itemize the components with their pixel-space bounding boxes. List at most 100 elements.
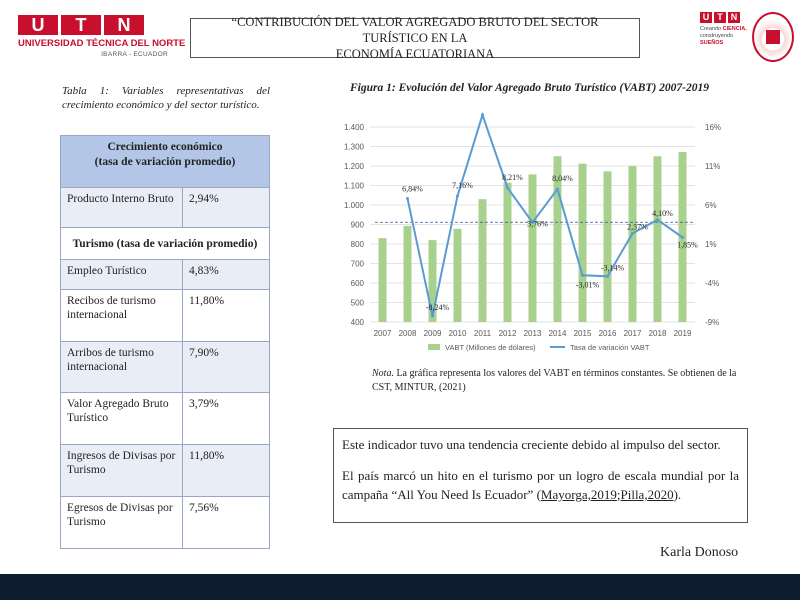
small-letter-t: T <box>714 12 726 23</box>
university-name: UNIVERSIDAD TÉCNICA DEL NORTE <box>18 38 186 49</box>
row-value: 3,79% <box>182 392 270 445</box>
row-value: 7,90% <box>182 341 270 393</box>
rate-point <box>631 231 634 235</box>
table-row: Egresos de Divisas por Turismo 7,56% <box>60 496 270 549</box>
vabt-bar <box>553 156 562 322</box>
right-tick-label: -9% <box>705 318 719 327</box>
right-tick-label: 6% <box>705 201 717 210</box>
vabt-bar <box>528 174 537 322</box>
x-tick-label: 2016 <box>599 329 617 338</box>
right-tick-label: 1% <box>705 240 717 249</box>
rate-point <box>606 274 609 278</box>
chart-legend: VABT (Millones de dólares) Tasa de variac… <box>428 343 650 352</box>
summary-textbox: Este indicador tuvo una tendencia crecie… <box>333 428 748 523</box>
seal-emblem-icon <box>766 30 780 44</box>
note-label: Nota. <box>372 368 394 379</box>
left-tick-label: 500 <box>351 299 365 308</box>
rate-data-label: 8,21% <box>502 173 523 182</box>
small-letter-u: U <box>700 12 712 23</box>
table-row: Ingresos de Divisas por Turismo 11,80% <box>60 444 270 497</box>
x-tick-label: 2008 <box>399 329 417 338</box>
x-tick-label: 2014 <box>549 329 567 338</box>
row-label: Recibos de turismo internacional <box>60 289 183 342</box>
right-tick-label: 16% <box>705 123 721 132</box>
table-subheader: Turismo (tasa de variación promedio) <box>60 227 270 260</box>
x-tick-label: 2012 <box>499 329 517 338</box>
x-tick-label: 2018 <box>649 329 667 338</box>
row-label: Arribos de turismo internacional <box>60 341 183 393</box>
left-tick-label: 900 <box>351 221 365 230</box>
x-tick-label: 2007 <box>374 329 392 338</box>
legend-bar-swatch <box>428 344 440 350</box>
left-tick-label: 1.400 <box>344 123 365 132</box>
note-text: La gráfica representa los valores del VA… <box>372 368 737 393</box>
left-tick-label: 800 <box>351 240 365 249</box>
rate-point <box>581 273 584 277</box>
rate-point <box>681 235 684 239</box>
utn-logo-left: U T N UNIVERSIDAD TÉCNICA DEL NORTE IBAR… <box>18 15 186 65</box>
utn-letter-t: T <box>61 15 101 35</box>
rate-point <box>431 314 434 318</box>
x-tick-label: 2009 <box>424 329 442 338</box>
row-label: Ingresos de Divisas por Turismo <box>60 444 183 497</box>
vabt-bar <box>628 166 637 322</box>
legend-line-label: Tasa de variación VABT <box>570 343 650 352</box>
small-letter-n: N <box>728 12 740 23</box>
table-caption: Tabla 1: Variables representativas del c… <box>62 85 270 111</box>
right-tick-label: 11% <box>705 162 720 171</box>
chart-bars <box>378 151 687 322</box>
x-tick-label: 2017 <box>624 329 642 338</box>
x-tick-label: 2010 <box>449 329 467 338</box>
vabt-bar <box>403 225 412 322</box>
rate-point <box>506 186 509 190</box>
rate-data-label: 8,04% <box>552 174 573 183</box>
table-header-line1: Crecimiento económico <box>107 141 223 153</box>
utn-logo-mark: U T N <box>18 15 168 35</box>
figure-note: Nota. La gráfica representa los valores … <box>372 367 737 395</box>
rate-point <box>406 196 409 200</box>
chart-data-labels: 6,84%-8,24%7,16%17,55%8,21%3,76%8,04%-3,… <box>402 173 698 312</box>
utn-logo-right: U T N Creando CIENCIA, construyendo SUEÑ… <box>700 12 795 67</box>
left-tick-label: 700 <box>351 260 365 269</box>
variables-table: Crecimiento económico (tasa de variación… <box>60 135 270 549</box>
summary-paragraph-1: Este indicador tuvo una tendencia crecie… <box>342 437 721 452</box>
chart-rate-line <box>406 112 684 318</box>
left-tick-label: 400 <box>351 318 365 327</box>
vabt-bar <box>453 228 462 322</box>
vabt-bar <box>603 171 612 322</box>
rate-data-label: 7,16% <box>452 181 473 190</box>
left-tick-label: 600 <box>351 279 365 288</box>
left-tick-label: 1.300 <box>344 143 365 152</box>
slide-title-line1: “CONTRIBUCIÓN DEL VALOR AGREGADO BRUTO D… <box>231 15 599 45</box>
rate-data-label: -8,24% <box>426 303 450 312</box>
x-tick-label: 2019 <box>674 329 692 338</box>
chart-axes: 400 500 600 700 800 900 1.000 1.100 1.200 1.300 1.… <box>344 123 721 338</box>
summary-paragraph-2: El país marcó un hito en el turismo por … <box>342 468 739 502</box>
rate-data-label: 6,84% <box>402 184 423 193</box>
citation-mayorga: Mayorga,2019 <box>540 487 617 502</box>
rate-data-label: 3,76% <box>527 219 548 228</box>
row-label: Egresos de Divisas por Turismo <box>60 496 183 549</box>
row-label: Empleo Turístico <box>60 259 183 290</box>
right-tick-label: -4% <box>705 279 719 288</box>
left-tick-label: 1.100 <box>344 182 365 191</box>
university-place: IBARRA - ECUADOR <box>101 51 168 58</box>
rate-point <box>481 113 484 117</box>
legend-bar-label: VABT (Millones de dólares) <box>445 343 536 352</box>
table-row: Empleo Turístico 4,83% <box>60 259 270 290</box>
footer-bar <box>0 574 800 600</box>
table-row: Recibos de turismo internacional 11,80% <box>60 289 270 342</box>
row-value: 4,83% <box>182 259 270 290</box>
utn-letter-n: N <box>104 15 144 35</box>
row-value: 11,80% <box>182 444 270 497</box>
x-tick-label: 2011 <box>474 329 492 338</box>
vabt-bar <box>478 199 487 322</box>
utn-small-mark: U T N <box>700 12 795 23</box>
rate-point <box>531 220 534 224</box>
row-label: Producto Interno Bruto <box>60 187 183 228</box>
table-row: Producto Interno Bruto 2,94% <box>60 187 270 228</box>
vabt-bar <box>428 240 437 322</box>
rate-point <box>456 194 459 198</box>
table-header: Crecimiento económico (tasa de variación… <box>60 135 270 188</box>
utn-letter-u: U <box>18 15 58 35</box>
